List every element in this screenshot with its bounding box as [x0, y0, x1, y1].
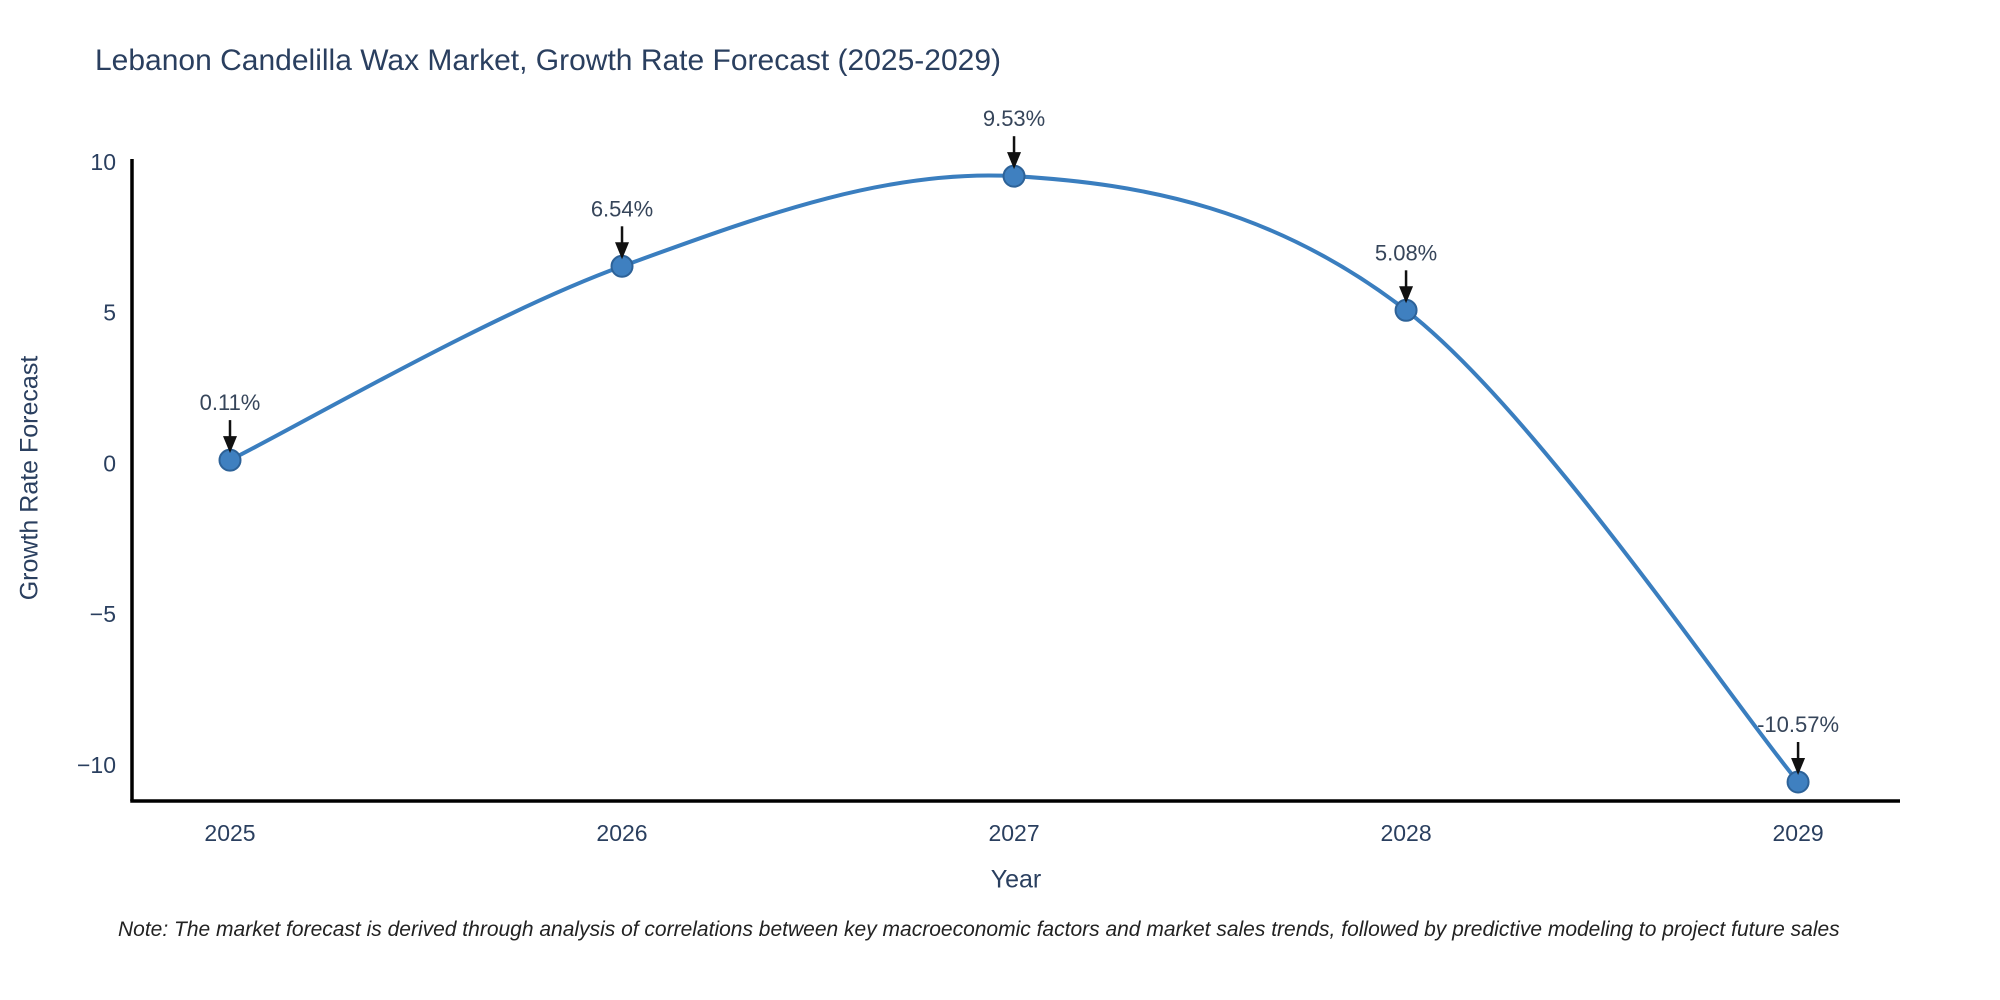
point-value-label: -10.57%: [1757, 712, 1839, 737]
x-tick-label: 2025: [204, 820, 255, 846]
point-value-label: 6.54%: [591, 196, 653, 221]
chart-title: Lebanon Candelilla Wax Market, Growth Ra…: [95, 44, 1002, 77]
x-tick-label: 2029: [1772, 820, 1823, 846]
y-tick-label: 0: [103, 450, 116, 476]
x-tick-label: 2028: [1380, 820, 1431, 846]
annotation-arrow-head: [223, 436, 238, 454]
annotation-arrow-head: [615, 242, 630, 260]
x-tick-label: 2026: [596, 820, 647, 846]
x-axis-title: Year: [990, 865, 1042, 894]
y-tick-label: −5: [90, 601, 116, 627]
footnote: Note: The market forecast is derived thr…: [118, 918, 1840, 941]
point-value-label: 0.11%: [200, 390, 261, 415]
y-tick-label: −10: [77, 752, 116, 778]
y-tick-label: 5: [103, 300, 116, 326]
annotation-arrow-head: [1399, 286, 1414, 304]
annotation-arrow-head: [1791, 758, 1806, 776]
point-value-label: 5.08%: [1375, 240, 1437, 265]
y-tick-label: 10: [90, 149, 116, 175]
annotation-arrow-head: [1007, 152, 1022, 170]
forecast-line: [228, 173, 1801, 784]
x-tick-label: 2027: [988, 820, 1039, 846]
point-value-label: 9.53%: [983, 106, 1045, 131]
